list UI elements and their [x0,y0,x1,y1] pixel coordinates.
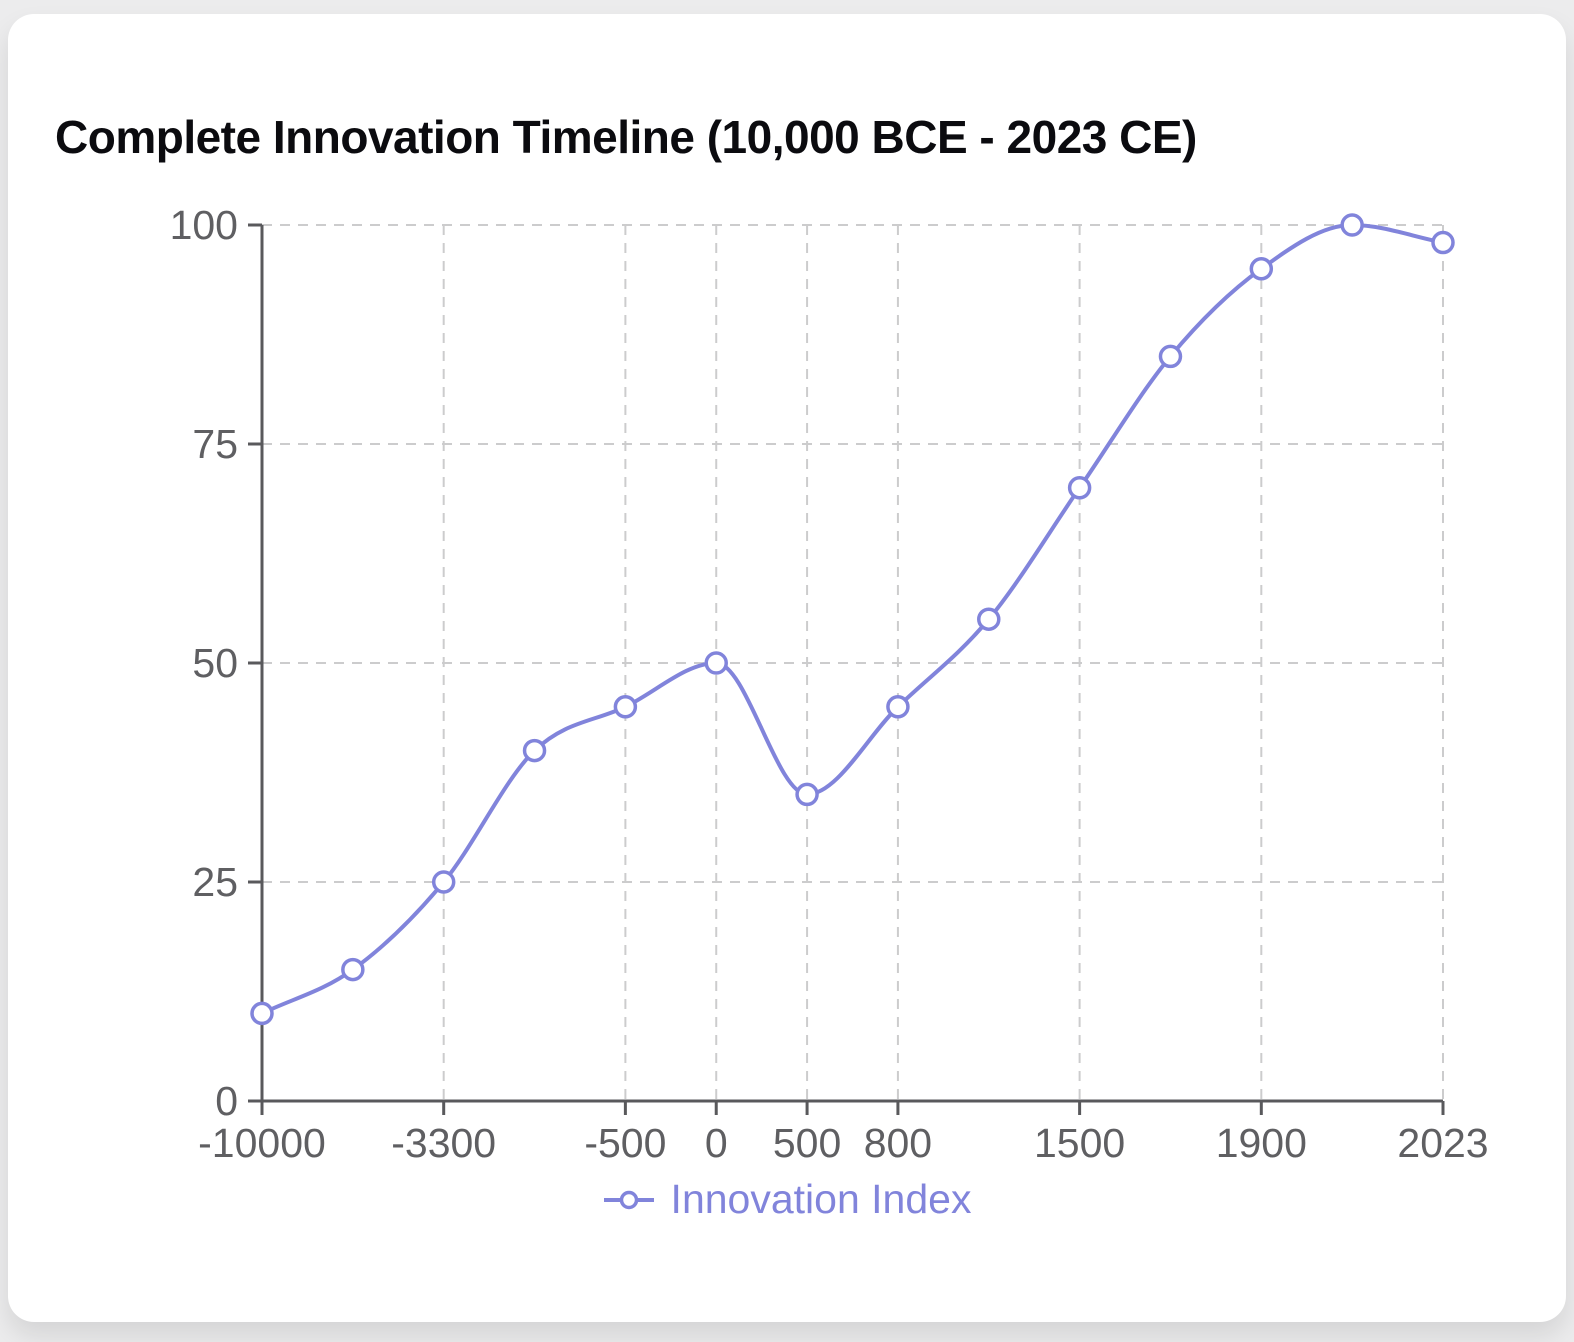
data-point-marker[interactable] [1431,230,1455,255]
y-tick-label: 50 [192,640,238,686]
y-tick-label: 25 [192,859,238,905]
data-point-marker[interactable] [431,870,456,894]
x-tick-label: -10000 [198,1120,326,1166]
chart-svg[interactable]: 0 25 50 75 100 -10000 -3300 -500 0 500 800 1500 1900… [8,14,1566,1322]
legend[interactable]: Innovation Index [8,1176,1566,1223]
chart-title: Complete Innovation Timeline (10,000 BCE… [55,111,1197,163]
x-tick-label: -500 [584,1120,666,1166]
y-tick-label: 0 [215,1078,238,1124]
data-point-marker[interactable] [250,1001,274,1026]
x-tick-label: -3300 [391,1120,496,1166]
data-point-marker[interactable] [977,607,1001,631]
data-point-marker[interactable] [1340,213,1364,237]
x-tick-label: 2023 [1397,1120,1488,1166]
data-point-marker[interactable] [1067,476,1092,500]
y-tick-label: 75 [192,421,238,467]
legend-label: Innovation Index [670,1176,972,1222]
x-tick-label: 0 [705,1120,728,1166]
y-tick-label: 100 [170,202,238,248]
chart-card: Complete Innovation Timeline (10,000 BCE… [8,14,1566,1322]
x-tick-label: 800 [864,1120,932,1166]
series-line [261,222,1444,1016]
data-point-marker[interactable] [613,695,638,719]
data-point-marker[interactable] [886,695,910,719]
legend-marker-icon [603,1190,654,1209]
data-point-marker[interactable] [341,957,365,982]
data-point-marker[interactable] [1158,344,1183,369]
legend-point [619,1190,638,1209]
data-point-marker[interactable] [522,738,547,763]
data-point-marker[interactable] [704,651,728,675]
x-tick-label: 500 [773,1120,841,1166]
data-point-marker[interactable] [795,782,819,807]
x-tick-label: 1500 [1034,1120,1125,1166]
data-point-marker[interactable] [1249,257,1274,281]
x-tick-label: 1900 [1216,1120,1307,1166]
